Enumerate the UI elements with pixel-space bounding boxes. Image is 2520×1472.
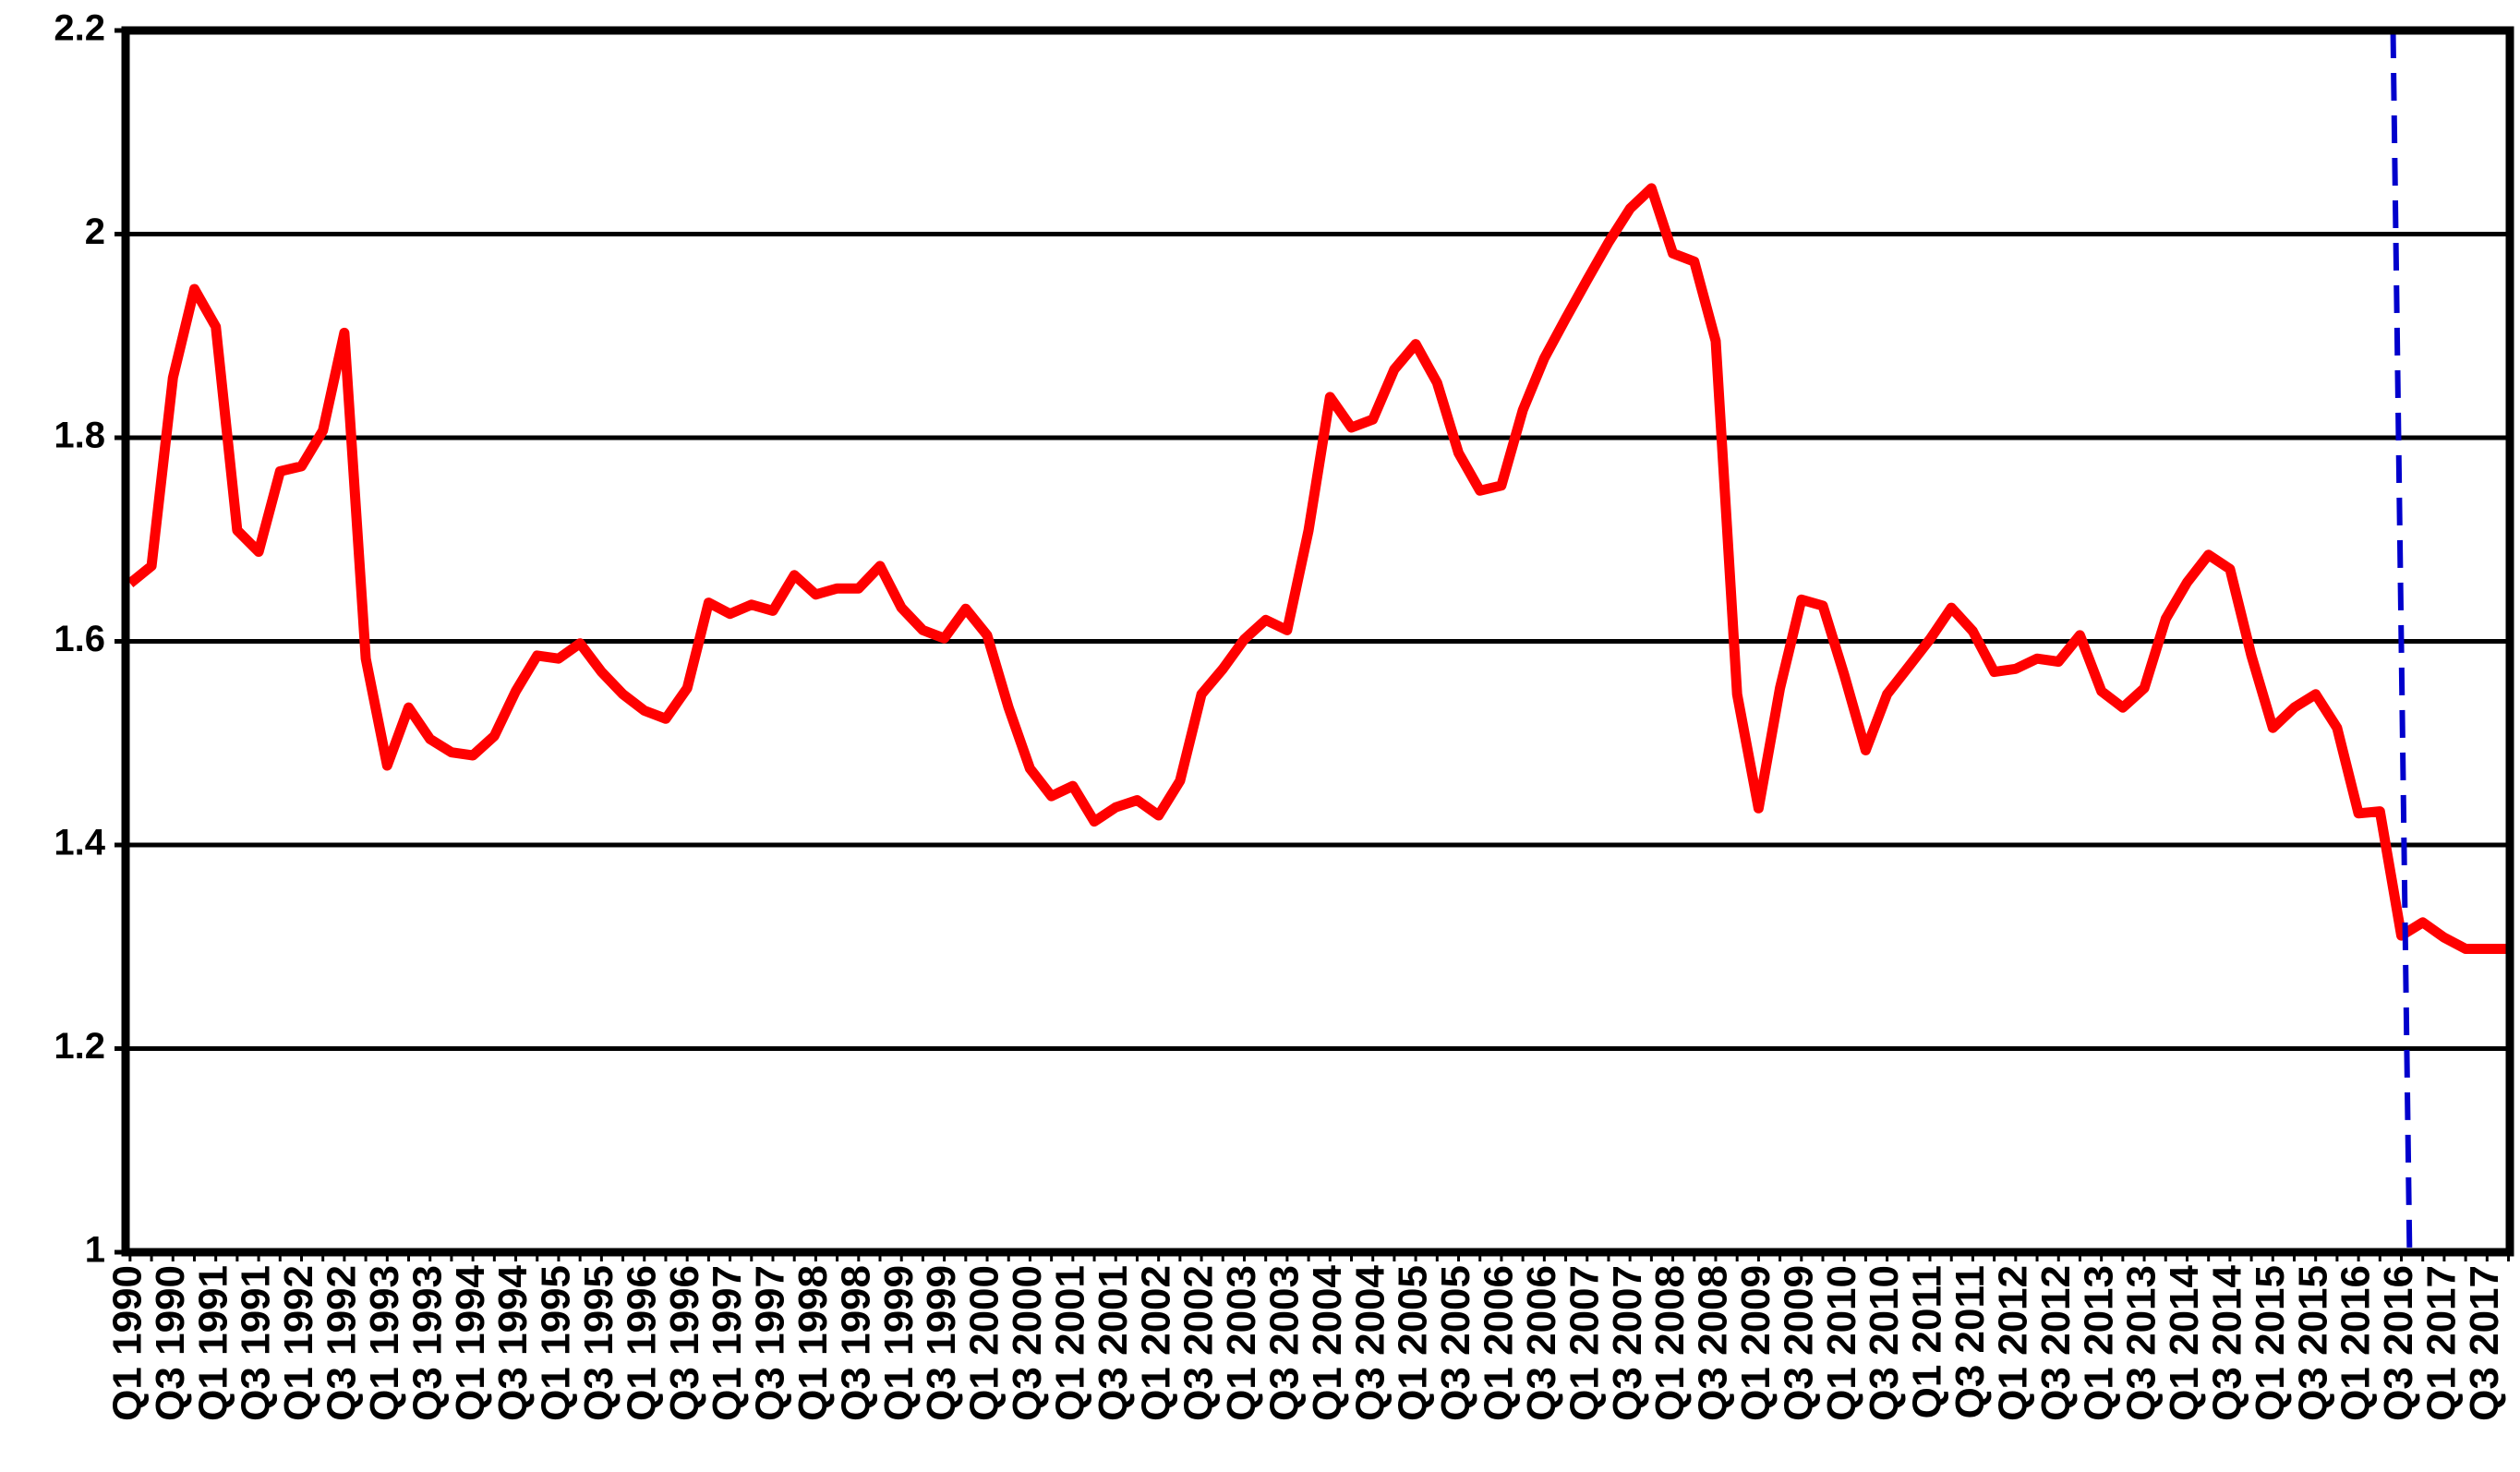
x-tick-label: Q3 1991 [234,1265,279,1421]
x-tick-label: Q3 2009 [1776,1265,1821,1421]
x-tick-label: Q1 1997 [705,1265,750,1421]
x-tick-label: Q1 1992 [276,1265,321,1421]
x-tick-label: Q1 1995 [534,1265,579,1421]
x-tick-label: Q3 2013 [2119,1265,2164,1421]
x-tick-label: Q3 2000 [1005,1265,1050,1421]
x-tick-label: Q3 1990 [148,1265,193,1421]
x-tick-label: Q1 2011 [1905,1265,1950,1418]
x-tick-label: Q1 1999 [876,1265,922,1421]
x-tick-label: Q3 2017 [2462,1265,2507,1421]
x-tick-label: Q1 2014 [2162,1264,2207,1420]
x-tick-label: Q1 2017 [2419,1265,2465,1421]
x-tick-label: Q1 2009 [1733,1265,1778,1421]
x-tick-label: Q1 2006 [1477,1265,1522,1421]
x-tick-label: Q3 2006 [1519,1265,1564,1421]
x-tick-label: Q3 1999 [919,1265,964,1421]
x-tick-label: Q1 2012 [1990,1265,2035,1421]
x-tick-label: Q1 2005 [1391,1265,1436,1421]
x-tick-label: Q3 1996 [662,1265,707,1421]
x-tick-label: Q3 1994 [490,1264,536,1420]
x-tick-label: Q1 2016 [2333,1265,2379,1421]
x-tick-label: Q1 2000 [962,1265,1007,1421]
reference-line [2390,30,2413,1262]
x-tick-label: Q3 2005 [1433,1265,1478,1421]
y-tick-label: 1.2 [54,1026,105,1067]
data-line [127,183,2509,954]
y-tick-label: 2 [85,211,105,252]
x-tick-label: Q3 2014 [2205,1264,2250,1420]
x-tick-label: Q1 1990 [104,1265,150,1421]
x-tick-label: Q1 2003 [1219,1265,1264,1421]
x-tick-label: Q3 2010 [1862,1265,1907,1421]
x-tick-label: Q3 1993 [404,1265,450,1421]
y-tick-label: 1.4 [54,823,105,863]
x-tick-label: Q3 1998 [833,1265,878,1421]
x-tick-label: Q1 1998 [790,1265,836,1421]
x-tick-label: Q1 1996 [619,1265,664,1421]
x-tick-label: Q3 2003 [1262,1265,1308,1421]
x-tick-label: Q3 2015 [2290,1265,2335,1421]
x-tick-label: Q1 2002 [1133,1265,1178,1421]
x-tick-label: Q3 2012 [2033,1265,2079,1421]
x-tick-label: Q1 2015 [2248,1265,2293,1421]
x-tick-label: Q1 2007 [1561,1265,1607,1421]
x-tick-label: Q1 1991 [190,1265,235,1421]
x-tick-label: Q1 2004 [1305,1264,1350,1420]
x-tick-label: Q3 2007 [1605,1265,1650,1421]
x-tick-label: Q3 2004 [1347,1264,1393,1420]
x-tick-label: Q1 2010 [1819,1265,1864,1421]
y-tick-label: 1.6 [54,619,105,659]
x-tick-label: Q1 2013 [2076,1265,2121,1421]
x-tick-label: Q3 2011 [1947,1265,1993,1418]
x-tick-label: Q1 1994 [448,1264,493,1420]
x-tick-label: Q3 2001 [1091,1265,1136,1421]
y-tick-label: 1.8 [54,416,105,456]
y-tick-label: 2.2 [54,8,105,49]
x-tick-label: Q3 2002 [1176,1265,1222,1421]
plot-frame [121,26,2514,1257]
x-tick-label: Q1 1993 [362,1265,407,1421]
x-tick-label: Q3 1992 [320,1265,365,1421]
y-tick-label: 1 [85,1230,105,1271]
x-tick-label: Q1 2001 [1047,1265,1092,1421]
x-tick-label: Q3 2016 [2376,1265,2421,1421]
x-tick-label: Q3 2008 [1691,1265,1736,1421]
x-tick-label: Q3 1995 [576,1265,621,1421]
x-tick-label: Q1 2008 [1647,1265,1693,1421]
x-tick-label: Q3 1997 [748,1265,793,1421]
